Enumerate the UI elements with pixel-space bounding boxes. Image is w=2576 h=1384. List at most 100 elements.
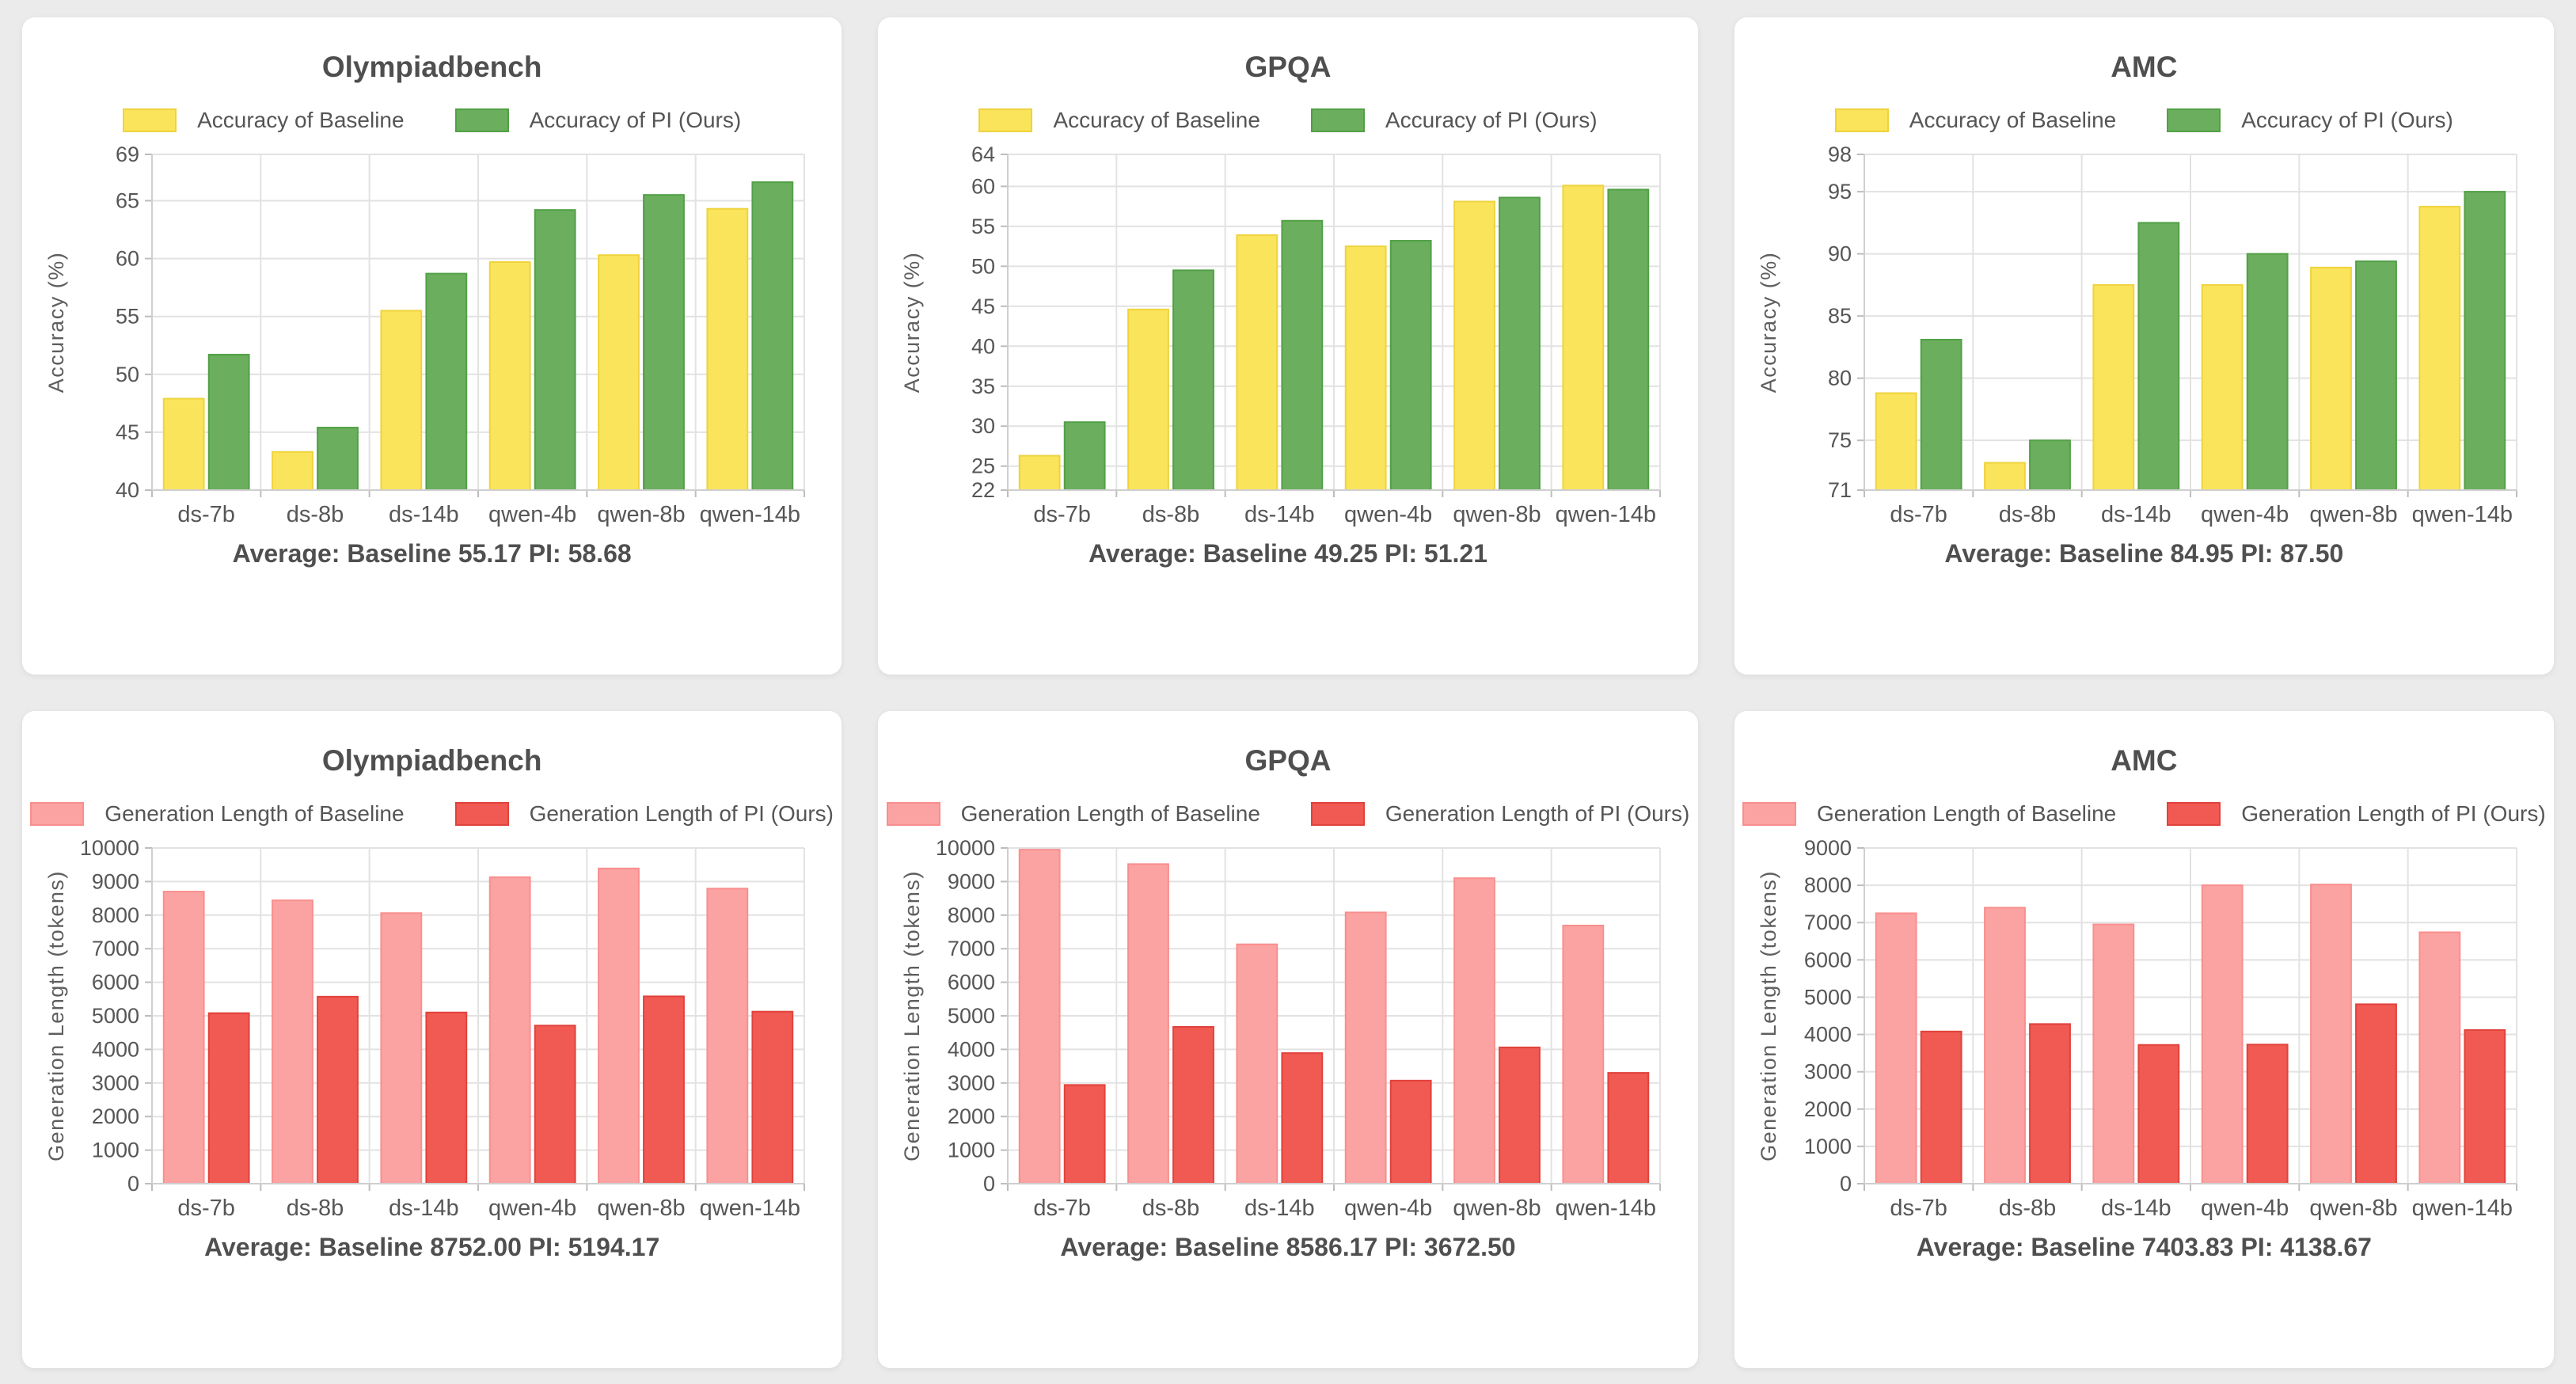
accuracy-bar-chart-amc: 71 75 80 85 90 95 98 ds-7b ds-8b ds-14b qwen-4b qwe… <box>1757 146 2517 527</box>
svg-text:22: 22 <box>971 478 995 502</box>
svg-text:qwen-8b: qwen-8b <box>1453 1196 1541 1221</box>
average-label: Average: Baseline 49.25 PI: 51.21 <box>1088 539 1487 568</box>
svg-text:ds-8b: ds-8b <box>287 1196 344 1221</box>
svg-text:Accuracy (%): Accuracy (%) <box>1757 252 1780 394</box>
pi-swatch-icon <box>2167 802 2221 826</box>
svg-text:7000: 7000 <box>1804 911 1852 934</box>
svg-text:75: 75 <box>1828 428 1852 452</box>
svg-text:Accuracy (%): Accuracy (%) <box>900 252 924 394</box>
chart-title: GPQA <box>1244 51 1332 83</box>
svg-text:98: 98 <box>1828 146 1852 166</box>
chart-legend: Accuracy of Baseline Accuracy of PI (Our… <box>22 108 842 132</box>
svg-text:qwen-14b: qwen-14b <box>700 1196 800 1221</box>
legend-label: Accuracy of PI (Ours) <box>2241 108 2453 132</box>
svg-text:8000: 8000 <box>92 903 139 927</box>
svg-text:69: 69 <box>116 146 139 166</box>
legend-label: Generation Length of Baseline <box>104 801 405 826</box>
svg-text:4000: 4000 <box>92 1037 139 1061</box>
legend-item-pi: Generation Length of PI (Ours) <box>454 801 834 826</box>
chart-legend: Generation Length of Baseline Generation… <box>1734 802 2554 826</box>
legend-label: Generation Length of PI (Ours) <box>529 801 834 826</box>
chart-title: AMC <box>2111 744 2178 777</box>
svg-text:8000: 8000 <box>948 903 995 927</box>
svg-text:qwen-8b: qwen-8b <box>2309 502 2397 527</box>
legend-label: Accuracy of Baseline <box>1053 108 1260 132</box>
svg-text:2000: 2000 <box>1804 1097 1852 1121</box>
legend-item-baseline: Generation Length of Baseline <box>30 801 405 826</box>
svg-text:ds-14b: ds-14b <box>389 502 459 527</box>
svg-text:55: 55 <box>116 305 139 329</box>
average-label: Average: Baseline 84.95 PI: 87.50 <box>1944 539 2344 568</box>
svg-text:ds-7b: ds-7b <box>177 502 235 527</box>
chart-card-accuracy-olympiadbench: Olympiadbench Accuracy of Baseline Accur… <box>22 17 842 675</box>
svg-text:qwen-14b: qwen-14b <box>2411 502 2512 527</box>
baseline-swatch-icon <box>978 108 1033 132</box>
svg-text:Generation Length (tokens): Generation Length (tokens) <box>900 870 924 1162</box>
svg-text:45: 45 <box>116 420 139 444</box>
legend-item-baseline: Accuracy of Baseline <box>123 108 405 132</box>
average-label: Average: Baseline 8752.00 PI: 5194.17 <box>204 1233 660 1261</box>
genlength-bar-chart-olympiadbench: 0 1000 2000 3000 4000 5000 6000 7000 8000 9000 100… <box>44 840 805 1221</box>
svg-text:50: 50 <box>116 363 139 386</box>
chart-legend: Generation Length of Baseline Generation… <box>22 802 842 826</box>
svg-text:65: 65 <box>116 188 139 212</box>
svg-text:qwen-14b: qwen-14b <box>2411 1196 2512 1221</box>
svg-text:ds-14b: ds-14b <box>389 1196 459 1221</box>
svg-text:5000: 5000 <box>948 1004 995 1028</box>
svg-text:ds-8b: ds-8b <box>287 502 344 527</box>
svg-text:2000: 2000 <box>948 1105 995 1128</box>
legend-item-pi: Generation Length of PI (Ours) <box>2167 802 2546 826</box>
legend-label: Generation Length of Baseline <box>1816 801 2117 826</box>
plot-area: 40 45 50 55 60 65 69 ds-7b ds-8b ds-14b qwen-4b qwe… <box>43 146 842 536</box>
baseline-swatch-icon <box>886 802 940 826</box>
svg-text:ds-7b: ds-7b <box>1034 1196 1092 1221</box>
svg-text:55: 55 <box>971 215 995 238</box>
svg-text:4000: 4000 <box>1804 1023 1852 1047</box>
genlength-bar-chart-gpqa: 0 1000 2000 3000 4000 5000 6000 7000 8000 9000 100… <box>900 840 1662 1221</box>
legend-item-baseline: Generation Length of Baseline <box>1742 802 2116 826</box>
svg-text:qwen-4b: qwen-4b <box>1344 502 1432 527</box>
chart-legend: Generation Length of Baseline Generation… <box>878 802 1697 826</box>
average-label: Average: Baseline 8586.17 PI: 3672.50 <box>1060 1233 1516 1261</box>
baseline-swatch-icon <box>1834 108 1889 132</box>
svg-text:60: 60 <box>971 174 995 198</box>
svg-text:Generation Length (tokens): Generation Length (tokens) <box>1757 870 1780 1162</box>
svg-text:0: 0 <box>1840 1172 1852 1196</box>
legend-item-baseline: Generation Length of Baseline <box>886 801 1260 826</box>
svg-text:ds-7b: ds-7b <box>1890 502 1947 527</box>
plot-area: 0 1000 2000 3000 4000 5000 6000 7000 8000 9000 100… <box>899 840 1697 1230</box>
svg-text:qwen-14b: qwen-14b <box>1556 502 1656 527</box>
svg-text:50: 50 <box>971 254 995 278</box>
pi-swatch-icon <box>1310 802 1365 826</box>
svg-text:60: 60 <box>116 247 139 271</box>
svg-text:7000: 7000 <box>948 937 995 960</box>
svg-text:3000: 3000 <box>948 1071 995 1095</box>
svg-text:ds-7b: ds-7b <box>177 1196 235 1221</box>
svg-text:4000: 4000 <box>948 1037 995 1061</box>
svg-text:ds-8b: ds-8b <box>1998 502 2056 527</box>
svg-text:95: 95 <box>1828 180 1852 203</box>
chart-title: GPQA <box>1244 744 1332 777</box>
svg-text:9000: 9000 <box>948 869 995 893</box>
svg-text:40: 40 <box>971 334 995 358</box>
legend-item-pi: Accuracy of PI (Ours) <box>1310 108 1598 132</box>
svg-text:3000: 3000 <box>92 1071 139 1095</box>
legend-label: Generation Length of Baseline <box>960 801 1260 826</box>
svg-text:3000: 3000 <box>1804 1060 1852 1084</box>
legend-label: Generation Length of PI (Ours) <box>1385 801 1690 826</box>
svg-text:25: 25 <box>971 454 995 478</box>
svg-text:ds-7b: ds-7b <box>1034 502 1092 527</box>
svg-text:9000: 9000 <box>1804 840 1852 860</box>
svg-text:45: 45 <box>971 295 995 318</box>
svg-text:ds-8b: ds-8b <box>1142 502 1200 527</box>
legend-label: Accuracy of PI (Ours) <box>1385 108 1598 132</box>
svg-text:40: 40 <box>116 478 139 502</box>
baseline-swatch-icon <box>30 802 85 826</box>
svg-text:0: 0 <box>983 1172 995 1196</box>
legend-item-baseline: Accuracy of Baseline <box>978 108 1260 132</box>
svg-text:qwen-4b: qwen-4b <box>2201 502 2289 527</box>
chart-card-genlength-gpqa: GPQA Generation Length of Baseline Gener… <box>878 711 1698 1368</box>
legend-label: Accuracy of Baseline <box>197 108 405 132</box>
average-label: Average: Baseline 7403.83 PI: 4138.67 <box>1916 1233 2372 1261</box>
